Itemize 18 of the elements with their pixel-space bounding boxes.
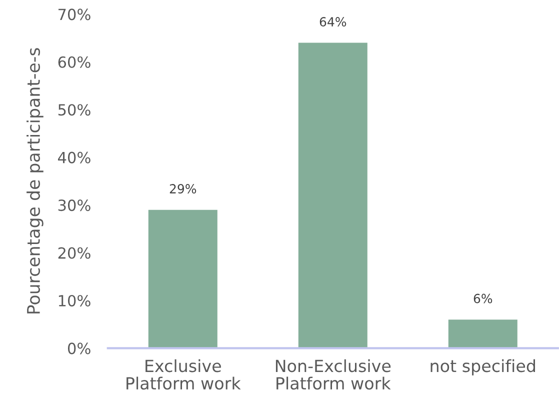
y-tick-label: 60% bbox=[58, 56, 90, 68]
bar bbox=[148, 210, 218, 348]
x-tick-label: not specified bbox=[430, 359, 535, 376]
x-tick-label: Non-Exclusive Platform work bbox=[276, 359, 391, 390]
y-axis-title: Pourcentage de participant-e-s bbox=[26, 48, 44, 314]
y-tick-label: 50% bbox=[58, 104, 90, 116]
bar bbox=[448, 320, 518, 348]
y-tick-label: 30% bbox=[58, 200, 90, 212]
x-tick-label: Exclusive Platform work bbox=[126, 359, 241, 390]
y-tick-label: 70% bbox=[58, 8, 90, 20]
data-label: 29% bbox=[170, 184, 196, 194]
data-label: 6% bbox=[474, 294, 492, 304]
y-tick-label: 40% bbox=[58, 152, 90, 164]
bar bbox=[298, 42, 368, 348]
y-tick-label: 20% bbox=[58, 247, 90, 259]
data-label: 64% bbox=[320, 17, 346, 26]
y-tick-label: 0% bbox=[68, 342, 90, 354]
y-tick-label: 10% bbox=[58, 294, 90, 306]
